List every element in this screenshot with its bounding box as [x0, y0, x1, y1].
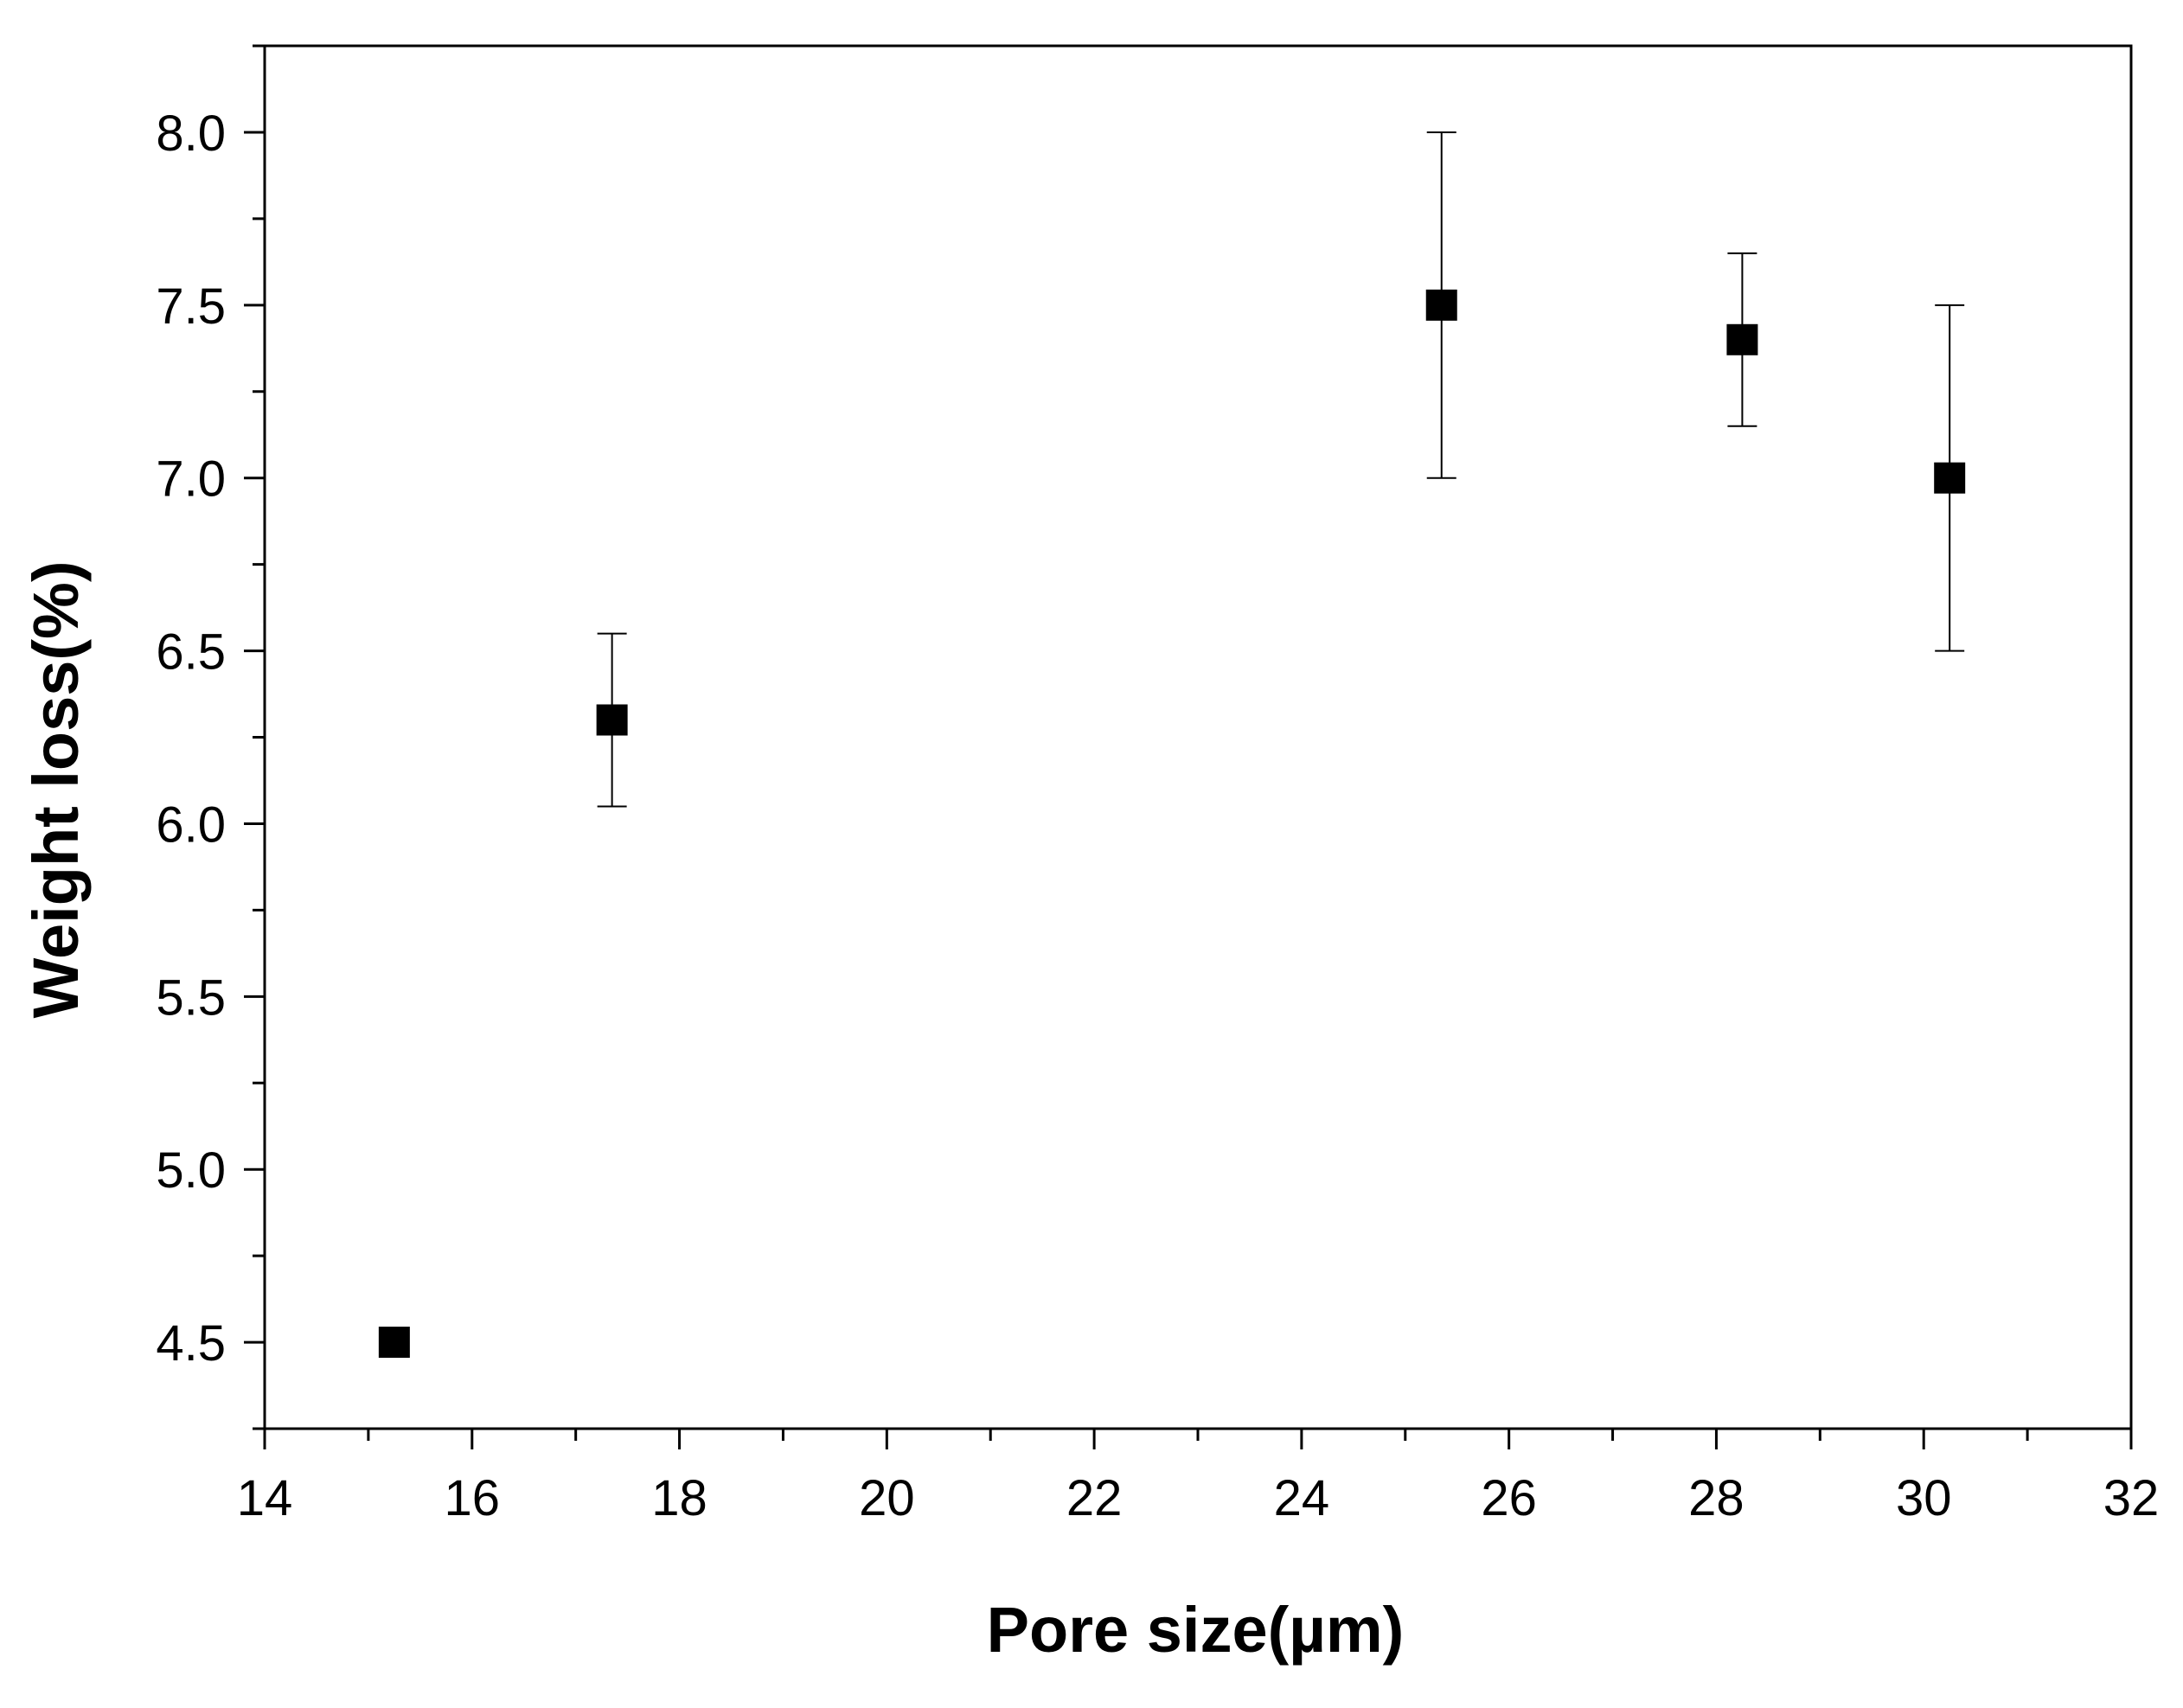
y-tick-label: 5.0	[156, 1142, 226, 1199]
y-tick-label: 5.5	[156, 969, 226, 1026]
x-tick-label: 24	[1274, 1470, 1330, 1526]
x-tick-label: 26	[1481, 1470, 1537, 1526]
y-tick-label: 6.0	[156, 796, 226, 853]
x-axis: 14 16 18 20 22 24 26 28 30 32	[237, 1429, 2160, 1526]
data-point	[1726, 323, 1758, 355]
x-tick-label: 32	[2103, 1470, 2160, 1526]
x-tick-label: 30	[1896, 1470, 1952, 1526]
y-tick-label: 7.0	[156, 451, 226, 508]
data-point	[596, 704, 628, 736]
x-tick-label: 14	[237, 1470, 293, 1526]
x-tick-label: 22	[1066, 1470, 1123, 1526]
data-points	[378, 289, 1966, 1359]
x-tick-label: 20	[859, 1470, 915, 1526]
y-axis: 4.5 5.0 5.5 6.0 6.5 7.0 7.5 8.0	[156, 44, 265, 1430]
y-tick-label: 4.5	[156, 1315, 226, 1372]
y-axis-title: Weight loss(%)	[20, 561, 92, 1019]
data-point	[1425, 289, 1457, 321]
y-tick-label: 6.5	[156, 624, 226, 681]
error-bars	[597, 131, 1965, 808]
plot-frame	[263, 44, 2133, 1430]
data-point	[1934, 462, 1966, 494]
x-axis-title: Pore size(µm)	[987, 1594, 1405, 1666]
y-tick-label: 7.5	[156, 278, 226, 335]
x-tick-label: 28	[1688, 1470, 1744, 1526]
plot-border	[263, 44, 2133, 1430]
x-tick-label: 18	[651, 1470, 707, 1526]
y-tick-label: 8.0	[156, 106, 226, 162]
x-tick-label: 16	[445, 1470, 501, 1526]
data-point	[378, 1327, 410, 1359]
